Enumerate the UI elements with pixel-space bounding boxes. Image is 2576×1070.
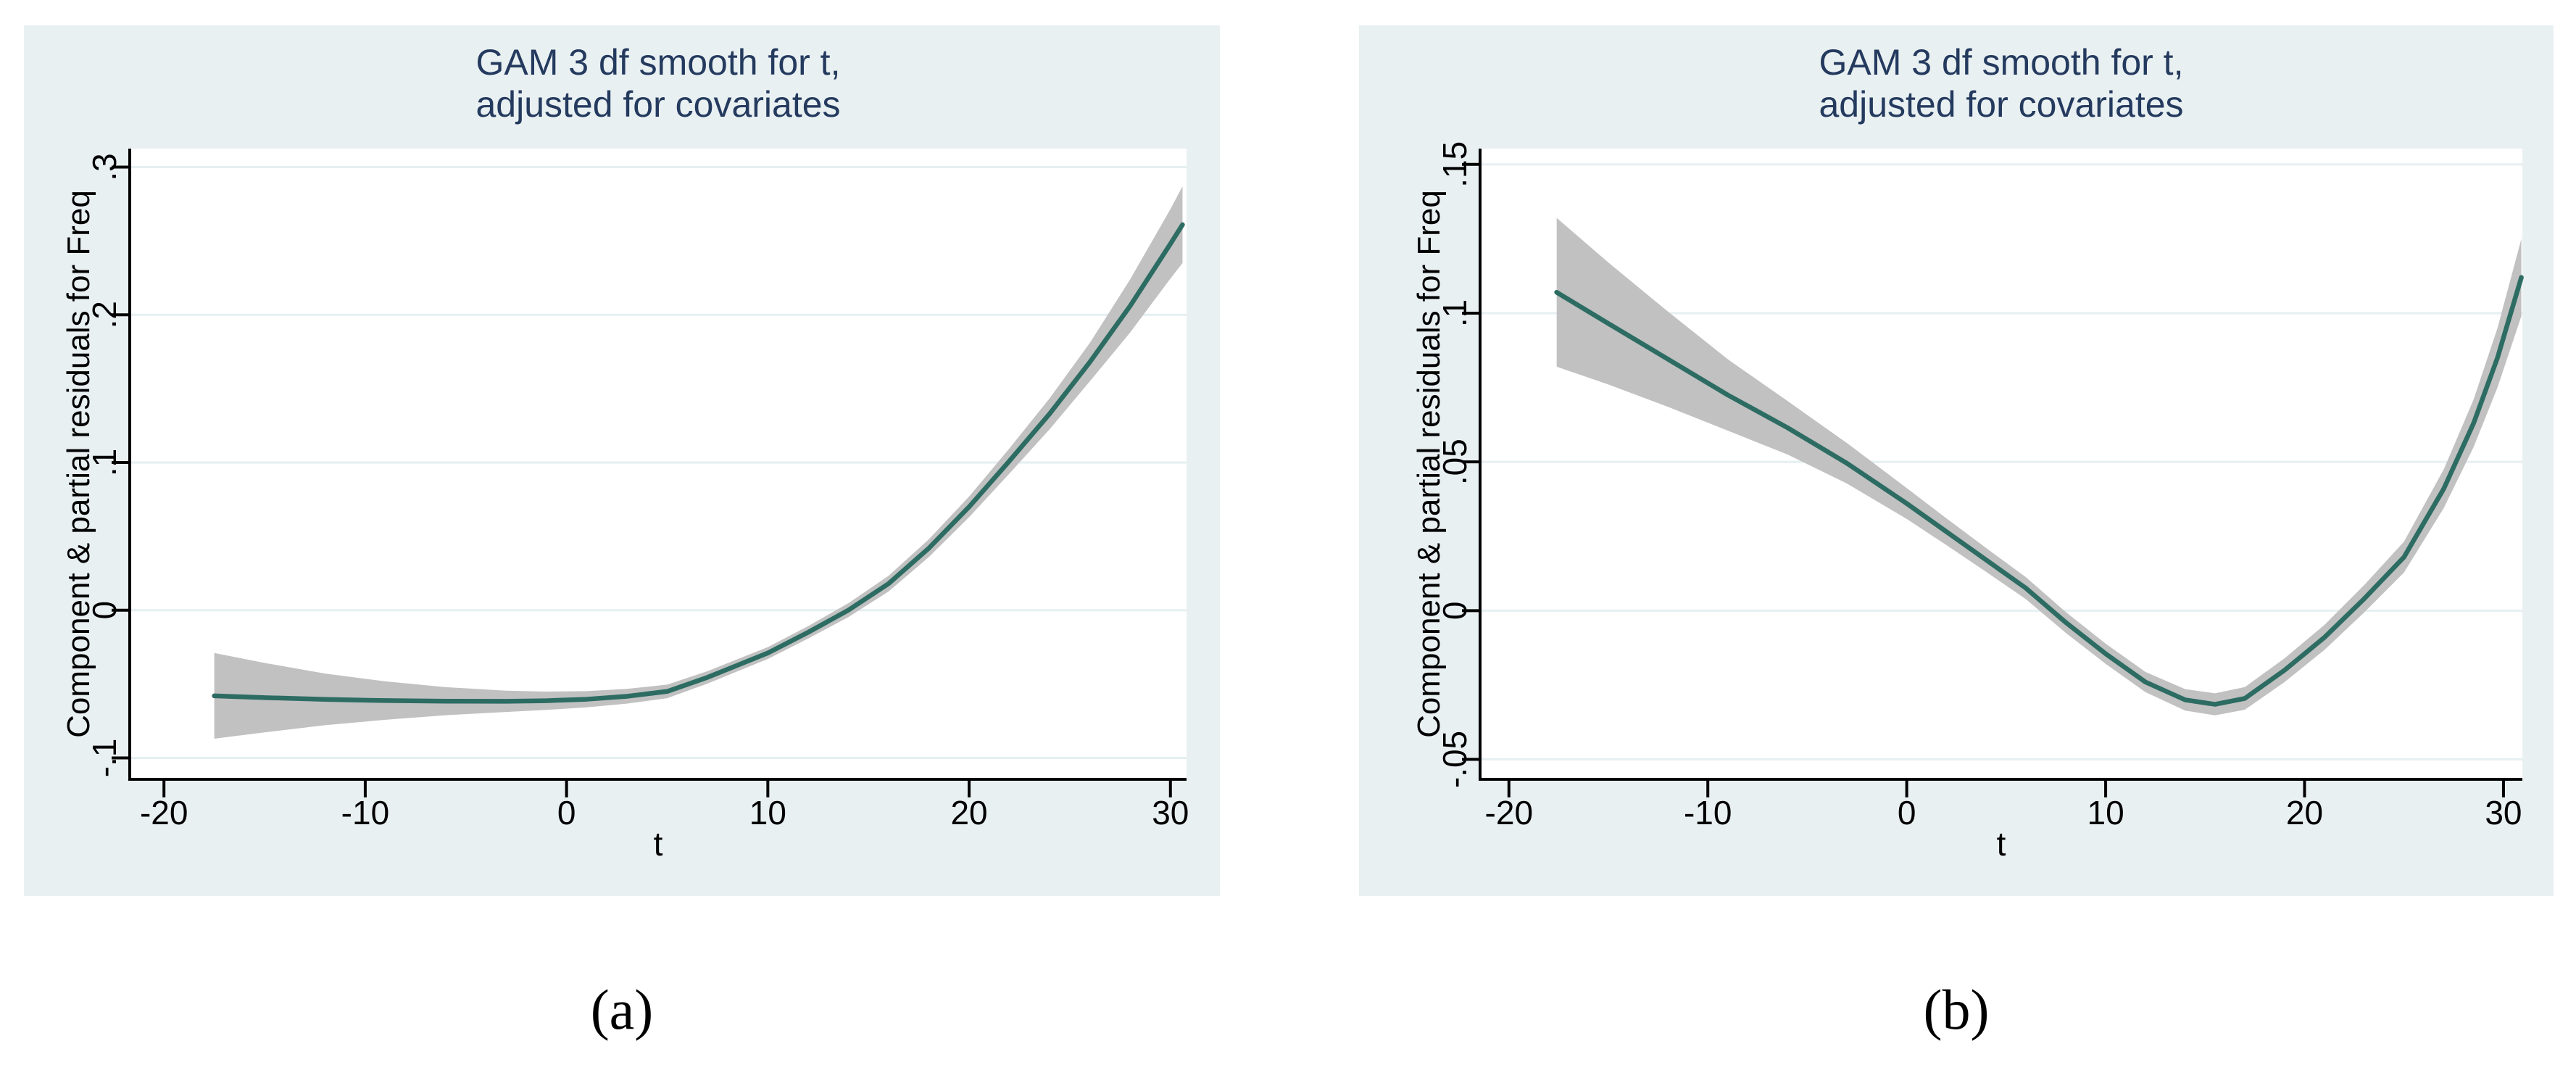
x-tick-label: 0 bbox=[557, 794, 576, 831]
plot-area bbox=[1480, 149, 2522, 779]
y-tick-label: .1 bbox=[1436, 299, 1474, 327]
chart-panel-b: -20 -10 0 10 20 30 -.05 0 .05 .1 .15 t Component & p… bbox=[1359, 25, 2554, 896]
y-axis-title: Component & partial residuals for Freq bbox=[61, 190, 96, 738]
x-tick-label: 10 bbox=[749, 794, 786, 831]
y-tick-label: .1 bbox=[86, 449, 123, 476]
x-tick-label: 20 bbox=[950, 794, 987, 831]
x-axis-title: t bbox=[1997, 825, 2006, 863]
chart-panel-a: -20 -10 0 10 20 30 -.1 0 .1 .2 .3 t Component & part… bbox=[24, 25, 1220, 896]
chart-title-a: GAM 3 df smooth for t, adjusted for cova… bbox=[130, 41, 1187, 125]
subfigure-label-a: (a) bbox=[590, 978, 654, 1041]
x-tick-label: -10 bbox=[1684, 794, 1732, 831]
y-tick-label: .15 bbox=[1436, 141, 1474, 188]
y-axis-title: Component & partial residuals for Freq bbox=[1411, 190, 1447, 738]
x-tick-label: 30 bbox=[1152, 794, 1189, 831]
y-tick-label: .05 bbox=[1436, 439, 1474, 485]
y-tick-label: 0 bbox=[1436, 602, 1474, 621]
chart-title-line1: GAM 3 df smooth for t, bbox=[475, 42, 841, 83]
chart-title-b: GAM 3 df smooth for t, adjusted for cova… bbox=[1480, 41, 2522, 125]
y-tick-label: -.1 bbox=[86, 739, 123, 778]
fit-line bbox=[212, 222, 1185, 704]
y-tick-label: .2 bbox=[86, 301, 123, 328]
fit-line bbox=[1554, 275, 2524, 707]
x-tick-label: 20 bbox=[2286, 794, 2323, 831]
chart-title-line1: GAM 3 df smooth for t, bbox=[1819, 42, 2184, 83]
subfigure-label-b: (b) bbox=[1923, 978, 1990, 1041]
gam-smooth-chart-b: -20 -10 0 10 20 30 -.05 0 .05 .1 .15 t Component & p… bbox=[1411, 141, 2524, 863]
x-tick-label: -10 bbox=[341, 794, 389, 831]
x-tick-label: 30 bbox=[2485, 794, 2522, 831]
y-tick-label: .3 bbox=[86, 153, 123, 181]
chart-title-line2: adjusted for covariates bbox=[1819, 84, 2184, 125]
y-tick-label: -.05 bbox=[1436, 731, 1474, 788]
x-tick-label: -20 bbox=[140, 794, 188, 831]
chart-title-line2: adjusted for covariates bbox=[475, 84, 841, 125]
x-tick-label: -20 bbox=[1485, 794, 1533, 831]
confidence-band bbox=[214, 186, 1183, 739]
y-tick-label: 0 bbox=[86, 601, 123, 620]
x-axis-title: t bbox=[654, 825, 663, 863]
gam-smooth-chart-a: -20 -10 0 10 20 30 -.1 0 .1 .2 .3 t Component & part… bbox=[61, 149, 1189, 863]
x-tick-label: 0 bbox=[1898, 794, 1916, 831]
x-tick-label: 10 bbox=[2087, 794, 2124, 831]
